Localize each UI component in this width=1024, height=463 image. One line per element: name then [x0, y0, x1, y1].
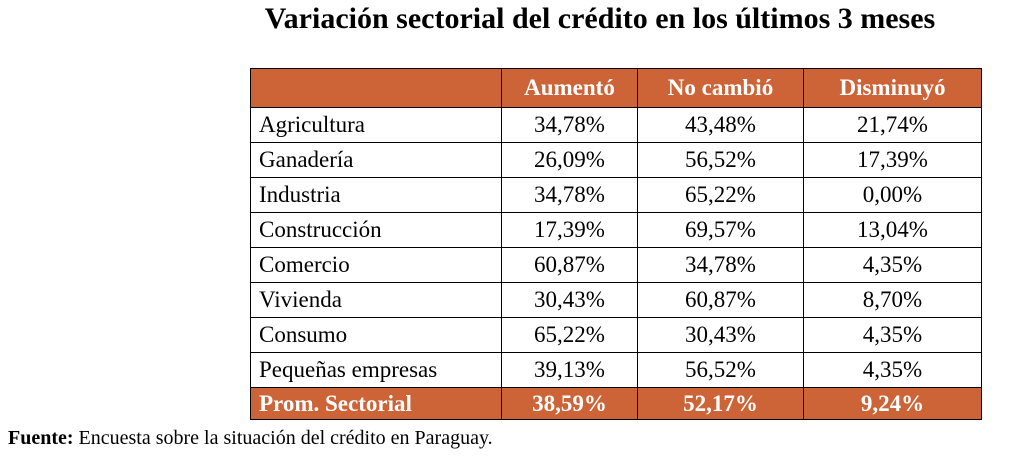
cell: 9,24%: [803, 387, 982, 420]
source-label: Fuente:: [8, 427, 74, 449]
table-row: Agricultura 34,78% 43,48% 21,74%: [250, 107, 982, 143]
cell: 4,35%: [803, 247, 982, 283]
cell: 38,59%: [501, 387, 638, 420]
row-label: Pequeñas empresas: [250, 352, 502, 388]
cell: 60,87%: [637, 282, 804, 318]
row-label: Vivienda: [250, 282, 502, 318]
cell: 30,43%: [637, 317, 804, 353]
row-label: Construcción: [250, 212, 502, 248]
cell: 8,70%: [803, 282, 982, 318]
cell: 65,22%: [637, 177, 804, 213]
cell: 43,48%: [637, 107, 804, 143]
cell: 34,78%: [501, 177, 638, 213]
row-label: Consumo: [250, 317, 502, 353]
header-corner: [250, 68, 502, 108]
column-header: Disminuyó: [803, 68, 982, 108]
table-body: Agricultura 34,78% 43,48% 21,74% Ganadería 26…: [250, 107, 982, 420]
table-row: Pequeñas empresas 39,13% 56,52% 4,35%: [250, 352, 982, 388]
cell: 0,00%: [803, 177, 982, 213]
row-label: Ganadería: [250, 142, 502, 178]
title: Variación sectorial del crédito en los ú…: [264, 2, 936, 35]
column-header: No cambió: [637, 68, 804, 108]
cell: 52,17%: [637, 387, 804, 420]
row-label: Comercio: [250, 247, 502, 283]
cell: 60,87%: [501, 247, 638, 283]
cell: 56,52%: [637, 142, 804, 178]
cell: 26,09%: [501, 142, 638, 178]
table-row: Industria 34,78% 65,22% 0,00%: [250, 177, 982, 213]
cell: 4,35%: [803, 317, 982, 353]
table-row: Consumo 65,22% 30,43% 4,35%: [250, 317, 982, 353]
cell: 69,57%: [637, 212, 804, 248]
table: Aumentó No cambió Disminuyó Agricultura 3…: [250, 68, 982, 420]
source-note: Fuente: Encuesta sobre la situación del …: [8, 427, 493, 450]
cell: 65,22%: [501, 317, 638, 353]
cell: 17,39%: [501, 212, 638, 248]
cell: 34,78%: [637, 247, 804, 283]
row-label: Prom. Sectorial: [250, 387, 502, 420]
cell: 21,74%: [803, 107, 982, 143]
cell: 4,35%: [803, 352, 982, 388]
cell: 17,39%: [803, 142, 982, 178]
cell: 13,04%: [803, 212, 982, 248]
table-wrap: Aumentó No cambió Disminuyó Agricultura 3…: [250, 68, 982, 420]
cell: 30,43%: [501, 282, 638, 318]
table-row: Vivienda 30,43% 60,87% 8,70%: [250, 282, 982, 318]
table-row: Ganadería 26,09% 56,52% 17,39%: [250, 142, 982, 178]
row-label: Agricultura: [250, 107, 502, 143]
row-label: Industria: [250, 177, 502, 213]
table-row: Construcción 17,39% 69,57% 13,04%: [250, 212, 982, 248]
cell: 56,52%: [637, 352, 804, 388]
cell: 39,13%: [501, 352, 638, 388]
column-header: Aumentó: [501, 68, 638, 108]
table-row: Comercio 60,87% 34,78% 4,35%: [250, 247, 982, 283]
source-text: Encuesta sobre la situación del crédito …: [78, 427, 493, 449]
cell: 34,78%: [501, 107, 638, 143]
summary-row: Prom. Sectorial 38,59% 52,17% 9,24%: [250, 387, 982, 420]
header-row: Aumentó No cambió Disminuyó: [250, 68, 982, 108]
